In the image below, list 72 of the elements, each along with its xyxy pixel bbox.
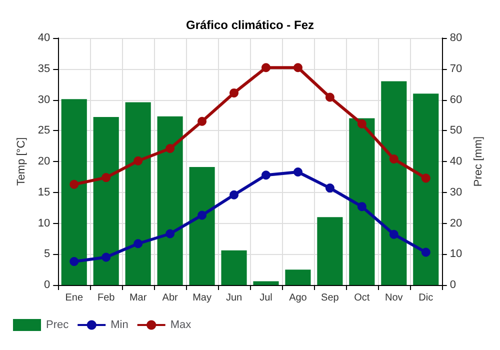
point	[134, 156, 143, 166]
y-axis-title: Temp [°C]	[16, 137, 28, 186]
point	[421, 174, 430, 183]
y-tick-label: 0	[44, 279, 50, 291]
y2-tick-label: 70	[450, 62, 462, 75]
legend-label: Prec	[46, 319, 70, 331]
point	[357, 119, 366, 128]
bar	[349, 118, 375, 285]
y-tick-label: 25	[38, 124, 50, 137]
y-tick-label: 5	[44, 248, 50, 260]
point	[293, 168, 302, 176]
point	[102, 173, 111, 182]
chart-title: Gráfico climático - Fez	[186, 18, 314, 32]
x-tick-label: Dic	[418, 292, 434, 304]
x-tick-label: Nov	[385, 292, 403, 304]
point	[102, 252, 111, 262]
point	[166, 144, 175, 154]
y2-tick-label: 20	[450, 217, 462, 230]
legend-label: Min	[110, 319, 128, 331]
point	[134, 239, 143, 248]
x-tick-label: Jul	[260, 292, 272, 304]
bar	[221, 250, 247, 285]
legend-label: Max	[170, 319, 192, 331]
y2-tick-label: 80	[450, 32, 462, 44]
y-tick-label: 15	[38, 186, 50, 198]
y-tick-label: 20	[38, 156, 50, 168]
point	[198, 116, 207, 126]
x-tick-label: Mar	[129, 292, 148, 304]
y-tick-label: 10	[38, 217, 50, 230]
point	[166, 229, 175, 238]
point	[293, 63, 302, 72]
y-tick-label: 35	[38, 62, 50, 75]
point	[325, 184, 334, 193]
y2-tick-label: 50	[450, 124, 462, 137]
x-tick-label: May	[192, 292, 212, 304]
bar	[61, 99, 87, 285]
bar	[189, 167, 215, 285]
x-tick-label: Feb	[97, 292, 116, 304]
bar	[381, 81, 407, 285]
point	[230, 190, 239, 200]
x-tick-label: Jun	[226, 292, 242, 304]
point	[262, 170, 270, 180]
x-tick-label: Oct	[354, 292, 370, 304]
y2-tick-label: 0	[450, 279, 456, 291]
point	[389, 230, 398, 239]
y2-tick-label: 40	[450, 156, 462, 168]
x-tick-label: Abr	[162, 292, 179, 304]
y2-tick-label: 10	[450, 248, 462, 260]
bar	[317, 217, 343, 285]
point	[70, 257, 79, 266]
point	[70, 180, 79, 189]
point	[262, 63, 270, 72]
bar	[125, 102, 151, 285]
point	[230, 88, 239, 98]
bar	[285, 270, 311, 285]
point	[357, 202, 366, 212]
bar	[413, 94, 439, 285]
point	[198, 210, 207, 220]
bar	[93, 117, 119, 285]
x-tick-label: Ago	[289, 292, 308, 304]
point	[325, 92, 334, 102]
bar	[253, 281, 279, 285]
x-tick-label: Ene	[65, 292, 84, 304]
x-tick-label: Sep	[321, 292, 340, 304]
y-tick-label: 40	[38, 32, 50, 44]
y2-tick-label: 30	[450, 186, 462, 198]
y-tick-label: 30	[38, 94, 50, 106]
bar	[157, 116, 183, 285]
y2-axis-title: Prec [mm]	[472, 136, 484, 187]
point	[421, 248, 430, 257]
point	[389, 154, 398, 164]
y2-tick-label: 60	[450, 94, 462, 106]
